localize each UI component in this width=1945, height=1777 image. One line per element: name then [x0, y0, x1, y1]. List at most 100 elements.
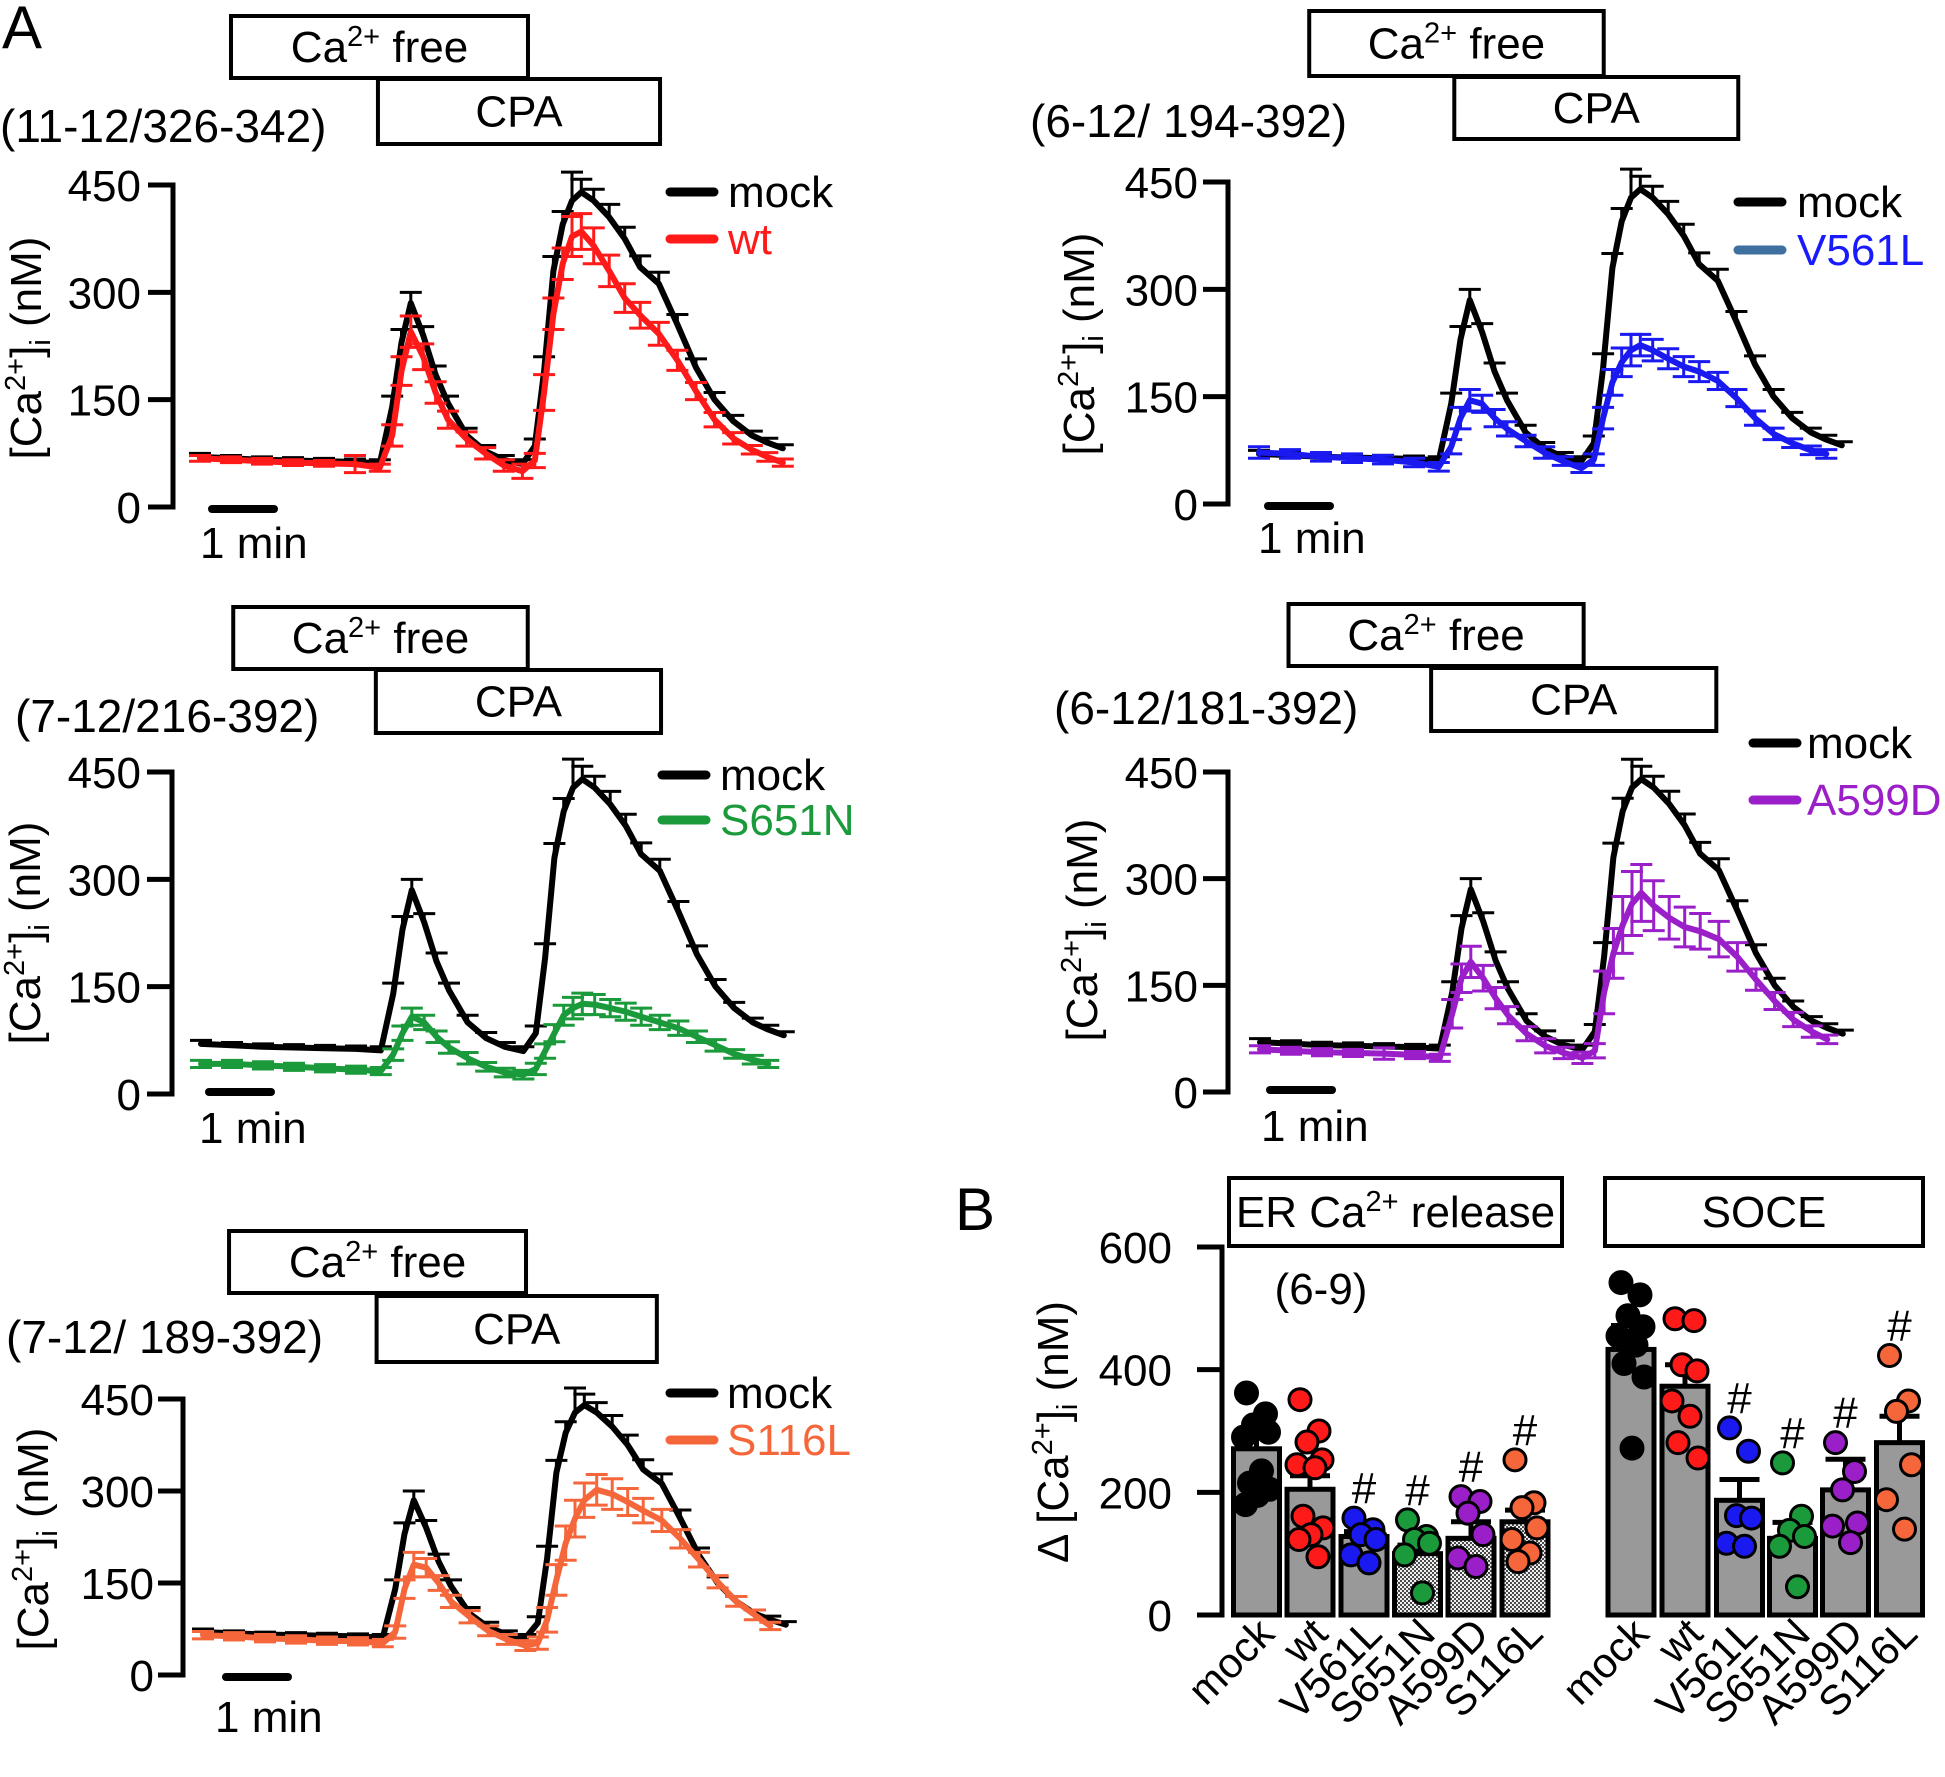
error-bar — [585, 1401, 608, 1413]
data-point — [1363, 1527, 1389, 1553]
error-bar — [344, 453, 366, 475]
error-bar — [1706, 267, 1729, 281]
legend-item-wt: wt — [665, 215, 772, 264]
data-point — [1410, 1580, 1435, 1606]
error-bar — [190, 1058, 212, 1070]
error-bar — [688, 1550, 710, 1569]
error-bar — [495, 1633, 518, 1646]
error-bar — [667, 1019, 690, 1037]
legend-label: mock — [1807, 719, 1913, 768]
y-tick-label: 200 — [1099, 1469, 1172, 1518]
error-bar — [570, 212, 593, 251]
error-bar — [477, 1624, 500, 1638]
error-bar — [601, 1414, 624, 1427]
error-bar — [1725, 388, 1748, 409]
data-point — [1684, 1358, 1710, 1384]
data-point — [1677, 1403, 1703, 1429]
y-axis-label-mid: ] — [1029, 1410, 1078, 1422]
data-point — [1732, 1533, 1757, 1559]
error-bar — [412, 325, 435, 336]
data-point — [1717, 1415, 1742, 1441]
error-bar — [1552, 1039, 1575, 1046]
protocol-label: Ca2+ free — [292, 612, 469, 663]
protocol-label-post: free — [1437, 611, 1525, 660]
error-bar — [1249, 1037, 1271, 1043]
data-point — [1681, 1308, 1707, 1334]
error-bar — [1248, 445, 1270, 460]
protocol-label-sup: 2+ — [1424, 18, 1457, 50]
error-bar — [561, 170, 583, 201]
y-axis-label-sup: 2+ — [0, 358, 32, 391]
data-point — [1470, 1522, 1496, 1548]
y-tick-label: 0 — [1174, 1069, 1198, 1118]
error-bar — [437, 394, 459, 404]
data-point — [1685, 1445, 1711, 1471]
error-bar — [616, 1487, 639, 1518]
error-bar — [413, 912, 436, 923]
error-bar — [189, 453, 211, 463]
error-bar — [666, 313, 689, 325]
error-bar — [412, 342, 435, 372]
legend-label: S651N — [720, 796, 855, 845]
error-bar — [1642, 879, 1665, 933]
y-axis-label-post: (nM) — [1058, 819, 1107, 922]
significance-marker: # — [1513, 1406, 1538, 1455]
data-point — [1502, 1447, 1528, 1473]
data-point — [1463, 1554, 1489, 1580]
y-axis-label-pre: [Ca — [1058, 972, 1107, 1041]
protocol-label-post: free — [381, 614, 469, 663]
error-bar — [1471, 322, 1494, 333]
error-bar — [283, 1061, 305, 1072]
error-bar — [1601, 252, 1624, 268]
error-bar — [1440, 391, 1463, 404]
y-axis-label-mid: ] — [1, 931, 50, 943]
error-bar — [1515, 1012, 1538, 1021]
error-bar — [1658, 789, 1681, 804]
error-bar — [382, 981, 405, 994]
protocol-label: Ca2+ free — [1368, 18, 1545, 69]
y-axis-label-sup: 2+ — [1056, 940, 1088, 973]
error-bar — [1279, 448, 1301, 460]
y-tick-label: 150 — [1125, 374, 1198, 423]
y-axis-label-sup: 2+ — [1027, 1422, 1059, 1455]
data-point — [1785, 1574, 1810, 1600]
protocol-label: CPA — [1530, 676, 1618, 725]
error-bar — [223, 1631, 245, 1642]
error-bar — [757, 1023, 780, 1030]
error-bar — [1707, 857, 1730, 871]
significance-marker: # — [1727, 1374, 1752, 1423]
error-bar — [345, 1064, 367, 1075]
error-bar — [704, 978, 727, 987]
error-bar — [221, 1058, 243, 1070]
error-bar — [570, 177, 593, 193]
error-bar — [1472, 911, 1495, 922]
error-bar — [368, 462, 391, 473]
panel-label-a: A — [2, 0, 42, 61]
panel-label-b: B — [955, 1176, 995, 1243]
error-bar — [598, 253, 621, 289]
significance-marker: # — [1887, 1302, 1912, 1351]
y-axis-label-sub: i — [1081, 921, 1113, 927]
y-axis-label-pre: [Ca — [1055, 386, 1104, 455]
y-axis-label-sub: i — [24, 924, 56, 930]
protocol-label: Ca2+ free — [1347, 609, 1524, 660]
y-axis-label-post: (nM) — [1055, 233, 1104, 336]
error-bar — [534, 1042, 557, 1060]
error-bar — [1552, 1045, 1575, 1061]
legend-item-s116l: S116L — [665, 1416, 851, 1465]
error-bar — [1483, 361, 1506, 372]
error-bar — [1280, 1039, 1302, 1044]
error-bar — [285, 1634, 307, 1645]
data-point — [1356, 1550, 1382, 1576]
error-bar — [666, 348, 689, 372]
series-mock — [1249, 757, 1854, 1053]
bar-wt — [1659, 1306, 1711, 1618]
y-axis-label-mid: ] — [1058, 928, 1107, 940]
data-point — [1305, 1544, 1331, 1570]
y-axis-label: [Ca2+]i (nM) — [1053, 233, 1110, 456]
scale-bar-label: 1 min — [1258, 514, 1366, 563]
bar-mock — [1605, 1270, 1657, 1618]
error-bar — [1571, 1050, 1594, 1066]
trace-panel-a599d: Ca2+ freeCPA(6-12/181-392)0150300450[Ca2… — [1054, 602, 1942, 1151]
data-point — [1417, 1530, 1442, 1556]
